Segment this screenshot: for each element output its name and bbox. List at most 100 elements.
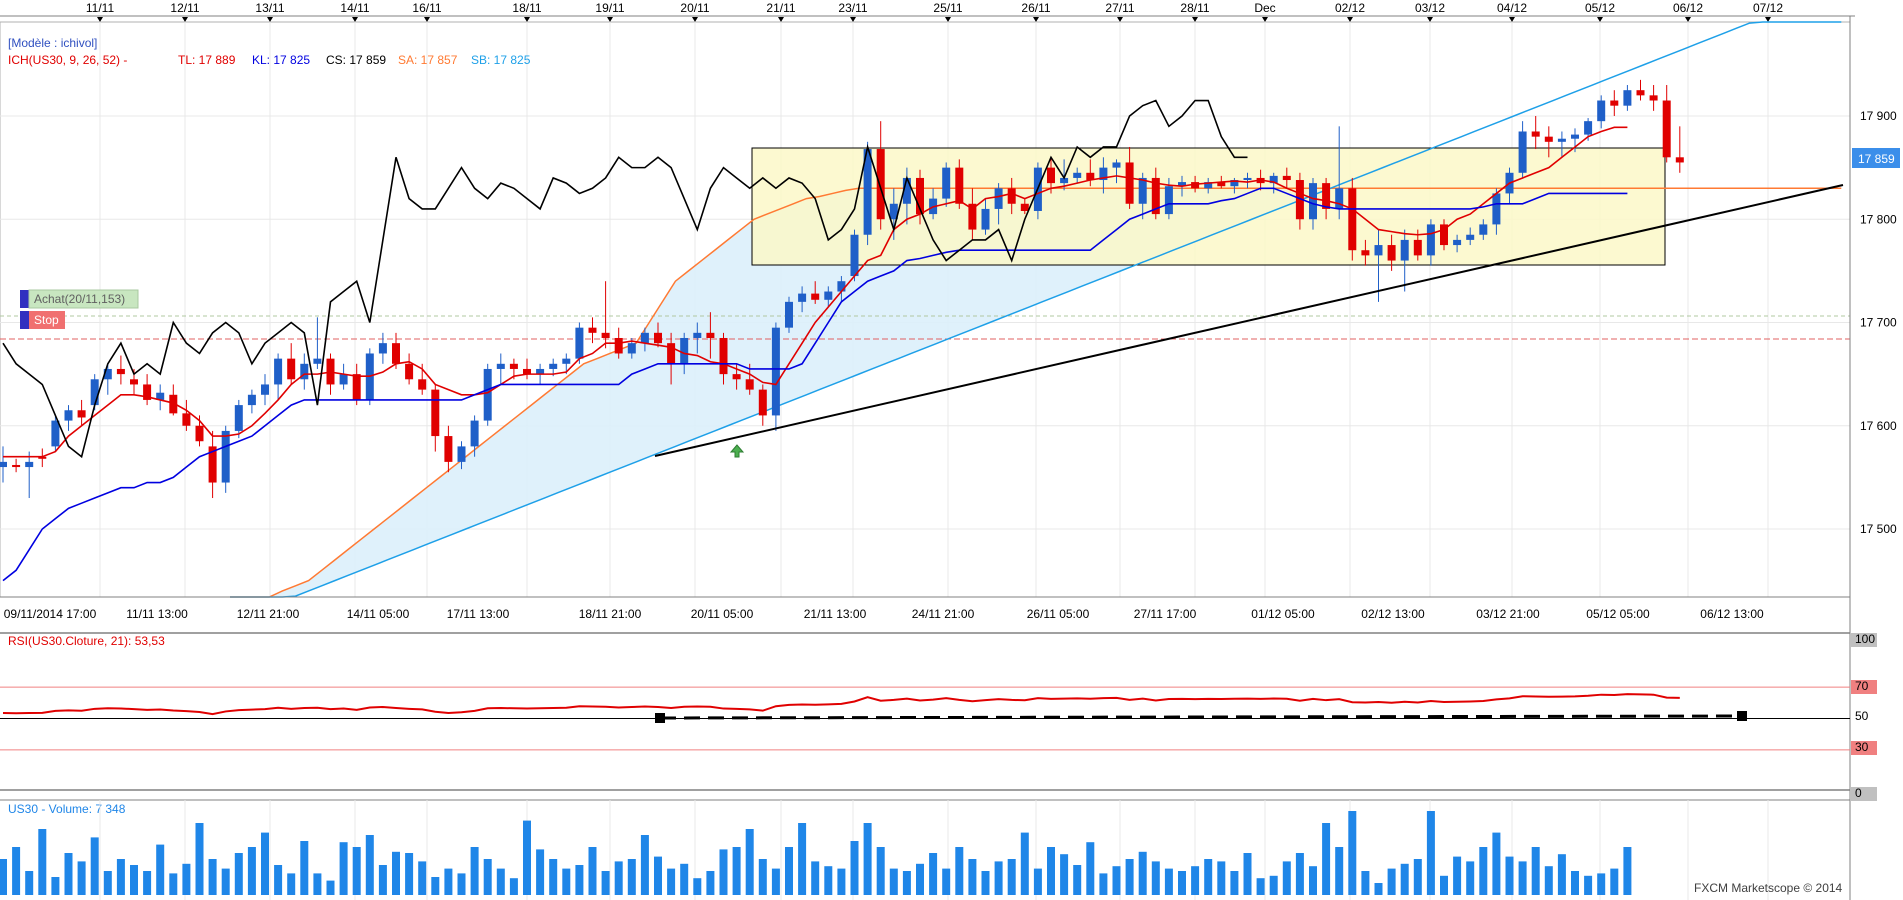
volume-bar	[1165, 869, 1173, 895]
top-date-label: 05/12	[1585, 1, 1615, 15]
achat-order-tag[interactable]: Achat(20/11,153)	[20, 290, 138, 308]
time-axis-label: 02/12 13:00	[1361, 607, 1425, 621]
candle-body	[12, 465, 20, 467]
volume-bar	[1492, 833, 1500, 895]
time-axis-label: 18/11 21:00	[579, 607, 642, 621]
candle-body	[1571, 135, 1579, 139]
volume-bar	[1348, 811, 1356, 895]
candle-body	[877, 149, 885, 219]
volume-bar	[602, 871, 610, 895]
volume-bar	[1178, 871, 1186, 895]
volume-bar	[235, 853, 243, 895]
volume-bar	[680, 864, 688, 895]
candle-body	[130, 379, 138, 384]
volume-bar	[156, 845, 164, 895]
top-date-label: 13/11	[255, 1, 284, 15]
time-axis-label: 12/11 21:00	[237, 607, 300, 621]
volume-bar	[575, 865, 583, 895]
volume-bar	[1309, 866, 1317, 895]
stop-order-label: Stop	[34, 313, 59, 327]
candle-body	[353, 374, 361, 400]
volume-bar	[693, 878, 701, 895]
volume-bar	[209, 859, 217, 895]
volume-bar	[327, 881, 335, 895]
volume-bar	[1191, 866, 1199, 895]
candle-body	[1427, 224, 1435, 255]
volume-bar	[130, 865, 138, 895]
candle-body	[1519, 131, 1527, 172]
candle-body	[91, 379, 99, 405]
candle-body	[759, 390, 767, 416]
volume-bar	[300, 841, 308, 895]
candle-body	[1558, 139, 1566, 142]
consolidation-rectangle[interactable]	[752, 148, 1665, 265]
price-tick-label: 17 500	[1860, 522, 1897, 536]
time-axis-label: 26/11 05:00	[1027, 607, 1090, 621]
candle-body	[1663, 101, 1671, 158]
candle-body	[1401, 240, 1409, 261]
candle-body	[1623, 90, 1631, 105]
achat-order-label: Achat(20/11,153)	[34, 292, 125, 306]
candle-body	[955, 168, 963, 204]
volume-bar	[444, 869, 452, 895]
candle-body	[431, 390, 439, 436]
candle-body	[287, 359, 295, 380]
candle-body	[313, 359, 321, 364]
candle-body	[811, 294, 819, 300]
copyright-text: FXCM Marketscope © 2014	[1694, 881, 1843, 895]
time-axis-label: 14/11 05:00	[347, 607, 410, 621]
candle-body	[1139, 178, 1147, 204]
volume-bar	[104, 871, 112, 895]
candle-body	[575, 328, 583, 359]
ich-legend-sa: SA: 17 857	[398, 53, 458, 67]
volume-bar	[1610, 869, 1618, 895]
volume-bar	[405, 853, 413, 895]
time-axis-label: 03/12 21:00	[1476, 607, 1540, 621]
volume-bar	[313, 873, 321, 895]
volume-bar	[890, 869, 898, 895]
candle-body	[1073, 173, 1081, 178]
candle-body	[720, 338, 728, 374]
volume-bar	[38, 829, 46, 895]
candle-body	[484, 369, 492, 421]
volume-bar	[929, 853, 937, 895]
candle-body	[1453, 240, 1461, 245]
candle-body	[405, 364, 413, 379]
stop-order-tag[interactable]: Stop	[20, 311, 65, 329]
candle-body	[1113, 162, 1121, 167]
candle-body	[602, 333, 610, 338]
volume-bar	[366, 835, 374, 895]
volume-bar	[706, 871, 714, 895]
candle-body	[1597, 101, 1605, 122]
volume-bar	[837, 869, 845, 895]
volume-bar	[746, 829, 754, 895]
time-axis-label: 06/12 13:00	[1700, 607, 1764, 621]
candle-body	[562, 359, 570, 364]
candle-body	[1335, 188, 1343, 209]
ich-legend-kl: KL: 17 825	[252, 53, 310, 67]
candle-body	[1348, 188, 1356, 250]
volume-bar	[589, 847, 597, 895]
volume-bar	[1021, 833, 1029, 895]
time-axis-label: 01/12 05:00	[1251, 607, 1315, 621]
price-tick-label: 17 800	[1860, 212, 1897, 226]
volume-bar	[287, 873, 295, 895]
volume-bar	[968, 859, 976, 895]
volume-bar	[379, 865, 387, 895]
time-axis-label: 09/11/2014 17:00	[4, 607, 97, 621]
volume-bar	[667, 869, 675, 895]
volume-bar	[431, 877, 439, 895]
volume-bar	[864, 823, 872, 895]
candle-body	[1375, 245, 1383, 255]
top-date-label: 21/11	[766, 1, 795, 15]
volume-bar	[484, 859, 492, 895]
ich-legend-tl: TL: 17 889	[178, 53, 236, 67]
volume-bar	[458, 873, 466, 895]
top-date-label: 02/12	[1335, 1, 1365, 15]
rsi-axis-label: 70	[1855, 679, 1869, 693]
candle-body	[1610, 101, 1618, 106]
candle-body	[1283, 176, 1291, 180]
volume-bar	[1322, 823, 1330, 895]
volume-bar	[392, 852, 400, 895]
